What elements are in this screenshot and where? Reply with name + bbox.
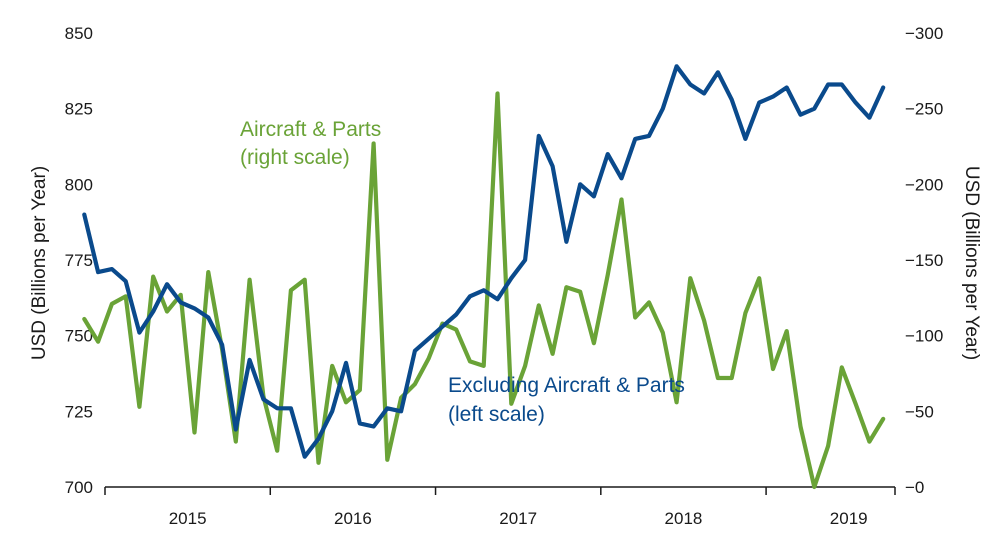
right-y-tick-label: −50 xyxy=(905,402,934,421)
left-y-tick-label: 825 xyxy=(65,100,93,119)
excluding-annotation-line1: Excluding Aircraft & Parts xyxy=(448,374,685,397)
right-y-tick-label: −250 xyxy=(905,100,943,119)
right-y-tick-label: −0 xyxy=(905,478,924,497)
left-axis-title: USD (Billions per Year) xyxy=(29,166,50,360)
left-y-tick-label: 800 xyxy=(65,175,93,194)
right-y-tick-label: −300 xyxy=(905,24,943,43)
left-y-tick-label: 775 xyxy=(65,251,93,270)
left-y-tick-label: 725 xyxy=(65,402,93,421)
x-tick-label: 2017 xyxy=(499,509,537,528)
x-tick-label: 2015 xyxy=(169,509,207,528)
aircraft-annotation-line2: (right scale) xyxy=(240,146,350,169)
x-tick-label: 2018 xyxy=(665,509,703,528)
right-axis-title: USD (Billions per Year) xyxy=(961,166,982,360)
left-y-tick-label: 850 xyxy=(65,24,93,43)
right-y-tick-label: −100 xyxy=(905,327,943,346)
x-tick-label: 2016 xyxy=(334,509,372,528)
x-tick-label: 2019 xyxy=(830,509,868,528)
aircraft-annotation-line1: Aircraft & Parts xyxy=(240,118,381,141)
axes-layer: 2015 2016 2017 2018 2019 850 825 800 775 750 725 70… xyxy=(65,24,944,528)
left-y-tick-label: 700 xyxy=(65,478,93,497)
right-y-tick-label: −150 xyxy=(905,251,943,270)
series-layer xyxy=(82,64,886,490)
excluding-aircraft-series-line xyxy=(82,64,886,459)
left-y-tick-label: 750 xyxy=(65,327,93,346)
right-y-tick-label: −200 xyxy=(905,175,943,194)
aircraft-parts-series-line xyxy=(82,91,886,490)
excluding-annotation-line2: (left scale) xyxy=(448,403,545,426)
